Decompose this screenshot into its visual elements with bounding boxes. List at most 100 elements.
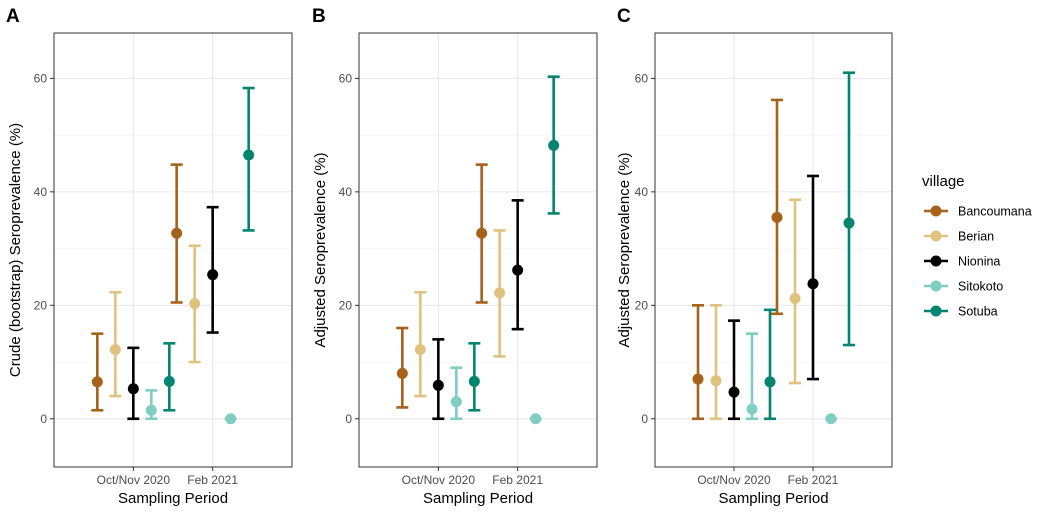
x-tick-label: Feb 2021 bbox=[492, 473, 543, 487]
series-sitokoto bbox=[746, 332, 837, 425]
y-tick-label: 0 bbox=[641, 412, 648, 426]
data-point bbox=[109, 344, 121, 356]
series-berian bbox=[109, 244, 201, 398]
series-berian bbox=[414, 229, 506, 398]
data-point bbox=[530, 413, 542, 425]
y-tick-label: 60 bbox=[34, 71, 48, 85]
x-tick-label: Feb 2021 bbox=[187, 473, 238, 487]
legend-item-nionina: Nionina bbox=[924, 255, 1000, 269]
x-tick-label: Feb 2021 bbox=[788, 473, 839, 487]
y-tick-label: 60 bbox=[635, 71, 649, 85]
y-tick-label: 60 bbox=[339, 71, 353, 85]
data-point bbox=[91, 376, 103, 388]
series-nionina bbox=[127, 205, 219, 421]
legend-label: Bancoumana bbox=[958, 205, 1032, 219]
data-point bbox=[207, 269, 219, 281]
panel-c: 0 20 40 60 Oct/Nov 2020 Feb 2021 Sampling Peri… bbox=[616, 6, 893, 507]
y-tick-label: 40 bbox=[635, 185, 649, 199]
data-point bbox=[468, 375, 480, 387]
data-point bbox=[843, 217, 855, 229]
data-point bbox=[771, 211, 783, 223]
legend-item-sotuba: Sotuba bbox=[924, 305, 998, 319]
y-tick-label: 20 bbox=[339, 298, 353, 312]
panel-border bbox=[358, 32, 598, 468]
data-point bbox=[512, 264, 524, 276]
panel-letter: C bbox=[617, 6, 631, 27]
panel-letter: A bbox=[6, 6, 20, 27]
x-tick-label: Oct/Nov 2020 bbox=[97, 473, 171, 487]
data-point bbox=[710, 375, 722, 387]
data-point bbox=[789, 293, 801, 305]
data-point bbox=[163, 375, 175, 387]
series-bancoumana bbox=[692, 98, 783, 421]
x-axis-title: Sampling Period bbox=[718, 490, 828, 507]
data-point bbox=[171, 227, 183, 239]
legend-label: Sotuba bbox=[958, 305, 998, 319]
legend-item-bancoumana: Bancoumana bbox=[924, 205, 1032, 219]
data-point bbox=[494, 287, 506, 299]
x-axis-title: Sampling Period bbox=[118, 490, 228, 507]
data-point bbox=[396, 367, 408, 379]
y-axis-title: Crude (bootstrap) Seroprevalence (%) bbox=[7, 123, 24, 377]
data-point bbox=[728, 386, 740, 398]
series-nionina bbox=[728, 174, 819, 421]
legend: village Bancoumana Berian Nionina Sitoko… bbox=[922, 173, 1032, 319]
data-point bbox=[692, 373, 704, 385]
panel-border bbox=[654, 32, 893, 468]
data-point bbox=[548, 139, 560, 151]
series-bancoumana bbox=[91, 163, 183, 412]
data-point bbox=[825, 413, 837, 425]
panels: 0 20 40 60 Oct/Nov 2020 Feb 2021 Sampling Peri… bbox=[6, 6, 893, 507]
data-point bbox=[225, 413, 237, 425]
panel-border bbox=[53, 32, 293, 468]
y-tick-label: 20 bbox=[635, 298, 649, 312]
data-point bbox=[414, 344, 426, 356]
grid bbox=[655, 33, 892, 467]
legend-item-sitokoto: Sitokoto bbox=[924, 280, 1003, 294]
data-point bbox=[450, 396, 462, 408]
legend-key-point bbox=[930, 305, 942, 317]
y-tick-label: 0 bbox=[40, 412, 47, 426]
data-point bbox=[145, 404, 157, 416]
legend-item-berian: Berian bbox=[924, 230, 994, 244]
legend-label: Nionina bbox=[958, 255, 1000, 269]
x-tick-label: Oct/Nov 2020 bbox=[402, 473, 476, 487]
y-axis-title: Adjusted Seroprevalence (%) bbox=[312, 152, 329, 347]
y-tick-label: 40 bbox=[339, 185, 353, 199]
series-sotuba bbox=[764, 71, 855, 421]
grid bbox=[54, 33, 292, 467]
data-point bbox=[432, 379, 444, 391]
x-axis-title: Sampling Period bbox=[423, 490, 533, 507]
data-point bbox=[243, 149, 255, 161]
legend-label: Sitokoto bbox=[958, 280, 1003, 294]
data-point bbox=[764, 376, 776, 388]
data-point bbox=[476, 227, 488, 239]
legend-label: Berian bbox=[958, 230, 994, 244]
grid bbox=[359, 33, 597, 467]
series-sitokoto bbox=[450, 366, 542, 425]
y-tick-label: 0 bbox=[345, 412, 352, 426]
series-sotuba bbox=[163, 86, 255, 412]
data-point bbox=[807, 278, 819, 290]
series-sitokoto bbox=[145, 389, 237, 425]
data-point bbox=[746, 403, 758, 415]
legend-key-point bbox=[930, 280, 942, 292]
data-point bbox=[127, 383, 139, 395]
y-tick-label: 20 bbox=[34, 298, 48, 312]
series-bancoumana bbox=[396, 163, 488, 409]
panel-b: 0 20 40 60 Oct/Nov 2020 Feb 2021 Sampling Peri… bbox=[312, 6, 598, 507]
legend-title: village bbox=[922, 173, 965, 190]
legend-key-point bbox=[930, 255, 942, 267]
legend-key-point bbox=[930, 205, 942, 217]
data-point bbox=[189, 298, 201, 310]
panel-letter: B bbox=[312, 6, 326, 27]
x-tick-label: Oct/Nov 2020 bbox=[697, 473, 771, 487]
series-sotuba bbox=[468, 75, 560, 412]
legend-key-point bbox=[930, 230, 942, 242]
y-tick-label: 40 bbox=[34, 185, 48, 199]
series-berian bbox=[710, 198, 801, 421]
series-nionina bbox=[432, 199, 524, 421]
panel-a: 0 20 40 60 Oct/Nov 2020 Feb 2021 Sampling Peri… bbox=[6, 6, 293, 507]
y-axis-title: Adjusted Seroprevalence (%) bbox=[616, 152, 633, 347]
